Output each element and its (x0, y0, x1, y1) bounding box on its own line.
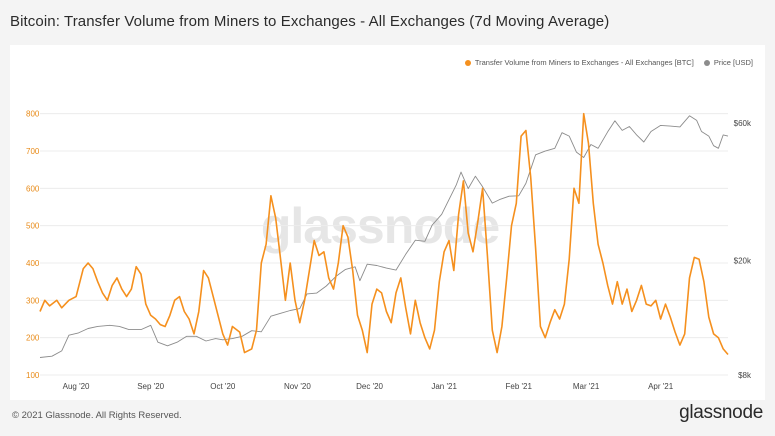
x-tick-2020-11-01: Nov '20 (284, 382, 311, 391)
series-line-volume (39, 112, 729, 356)
x-tick-2021-04-01: Apr '21 (648, 382, 674, 391)
y-left-tick-800: 800 (26, 110, 40, 119)
x-tick-2021-01-01: Jan '21 (431, 382, 457, 391)
legend-swatch-price (703, 59, 710, 66)
y-left-tick-200: 200 (26, 334, 40, 343)
y-left-tick-500: 500 (26, 222, 40, 231)
legend-swatch-volume (464, 59, 471, 66)
copyright-text: © 2021 Glassnode. All Rights Reserved. (12, 410, 182, 421)
y-left-tick-600: 600 (26, 184, 40, 193)
legend-label-volume: Transfer Volume from Miners to Exchanges… (474, 58, 694, 67)
x-axis-ticks: Aug '20 Sep '20 Oct '20 Nov '20 Dec '20 Jan '… (63, 382, 674, 391)
right-axis-ticks: $8k $20k $60k (734, 119, 752, 380)
y-right-tick-20000: $20k (734, 256, 752, 265)
y-left-tick-700: 700 (26, 147, 40, 156)
y-left-tick-100: 100 (26, 371, 40, 380)
chart-title: Bitcoin: Transfer Volume from Miners to … (10, 13, 610, 30)
legend-item-volume[interactable]: Transfer Volume from Miners to Exchanges… (464, 58, 694, 67)
series-layer (39, 112, 729, 358)
left-axis-ticks: 100 200 300 400 500 600 700 800 (26, 110, 40, 380)
series-line-price (39, 115, 729, 358)
x-tick-2020-10-01: Oct '20 (210, 382, 236, 391)
x-tick-2020-09-01: Sep '20 (137, 382, 164, 391)
legend: Transfer Volume from Miners to Exchanges… (464, 58, 753, 67)
y-right-tick-60000: $60k (734, 119, 752, 128)
chart-panel (10, 45, 765, 400)
legend-item-price[interactable]: Price [USD] (703, 58, 753, 67)
legend-label-price: Price [USD] (713, 58, 753, 67)
x-tick-2020-12-01: Dec '20 (356, 382, 383, 391)
x-tick-2021-03-01: Mar '21 (573, 382, 600, 391)
x-tick-2020-08-01: Aug '20 (63, 382, 90, 391)
x-tick-2021-02-01: Feb '21 (505, 382, 532, 391)
brand-logo[interactable]: glassnode (679, 402, 763, 423)
y-right-tick-8000: $8k (738, 371, 752, 380)
y-left-tick-400: 400 (26, 259, 40, 268)
y-left-tick-300: 300 (26, 296, 40, 305)
